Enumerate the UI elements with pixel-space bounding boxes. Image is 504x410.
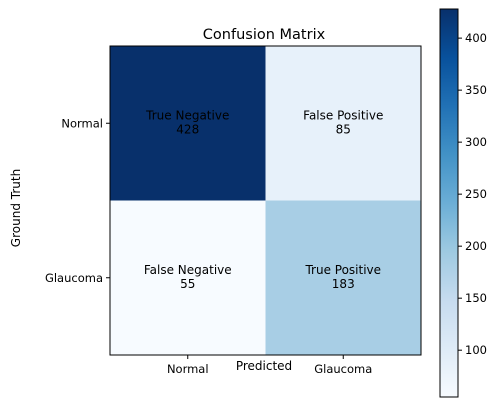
cell-label: False Positive (303, 108, 383, 122)
x-tick-label: Glaucoma (314, 362, 372, 376)
plot-frame (109, 45, 422, 356)
cell-value: 85 (336, 122, 351, 136)
cell-label: False Negative (144, 263, 232, 277)
heatmap-cell (110, 200, 266, 355)
cell-value: 428 (176, 122, 199, 136)
heatmap-cell (110, 46, 266, 201)
chart-title: Confusion Matrix (203, 27, 326, 43)
x-tick-label: Normal (167, 362, 209, 376)
heatmap-cell (265, 46, 421, 201)
x-axis-label: Predicted (236, 359, 292, 373)
colorbar-tick-label: 400 (465, 31, 487, 45)
colorbar-gradient (440, 9, 458, 397)
cell-label: True Negative (145, 108, 229, 122)
cell-label: True Positive (304, 263, 381, 277)
y-tick-label: Glaucoma (45, 271, 103, 285)
x-axis-ticks: Normal Glaucoma (167, 355, 372, 376)
colorbar-ticks: 100 150 200 250 300 350 400 (458, 31, 487, 357)
colorbar-tick-label: 100 (465, 343, 487, 357)
cell-value: 183 (332, 277, 355, 291)
y-tick-label: Normal (61, 116, 103, 130)
cell-value: 55 (180, 277, 195, 291)
heatmap-cell (265, 200, 421, 355)
colorbar-tick-label: 350 (465, 83, 487, 97)
colorbar-tick-label: 300 (465, 135, 487, 149)
y-axis-ticks: Normal Glaucoma (45, 116, 110, 285)
colorbar-tick-label: 200 (465, 239, 487, 253)
colorbar-tick-label: 250 (465, 187, 487, 201)
colorbar-tick-label: 150 (465, 291, 487, 305)
y-axis-label: Ground Truth (9, 169, 23, 247)
colorbar-frame (439, 8, 459, 398)
